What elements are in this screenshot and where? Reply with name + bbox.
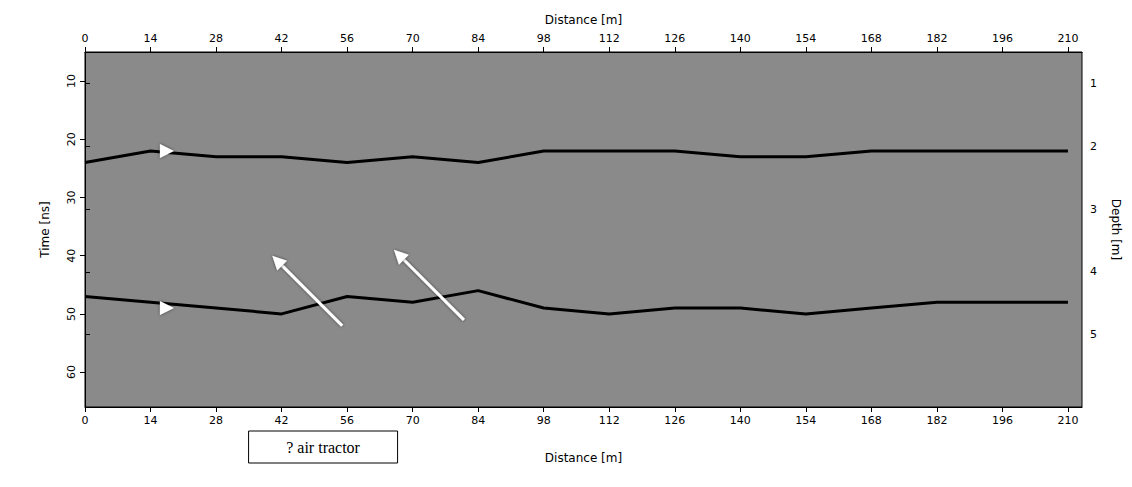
svg-text:140: 140 — [730, 32, 751, 45]
svg-text:140: 140 — [730, 414, 751, 427]
svg-text:Depth [m]: Depth [m] — [1109, 199, 1123, 260]
svg-text:126: 126 — [664, 32, 685, 45]
svg-text:84: 84 — [471, 32, 485, 45]
svg-text:60: 60 — [65, 365, 78, 379]
svg-text:168: 168 — [861, 32, 882, 45]
svg-text:168: 168 — [861, 414, 882, 427]
svg-text:196: 196 — [992, 414, 1013, 427]
svg-text:112: 112 — [599, 414, 620, 427]
svg-text:5: 5 — [1090, 328, 1097, 341]
svg-text:28: 28 — [209, 414, 223, 427]
svg-text:42: 42 — [275, 32, 289, 45]
svg-text:56: 56 — [340, 32, 354, 45]
svg-text:40: 40 — [65, 249, 78, 263]
svg-text:98: 98 — [537, 414, 551, 427]
svg-text:20: 20 — [65, 132, 78, 146]
svg-text:210: 210 — [1057, 32, 1078, 45]
svg-text:154: 154 — [795, 414, 816, 427]
svg-text:42: 42 — [275, 414, 289, 427]
svg-text:1: 1 — [1090, 77, 1097, 90]
svg-text:30: 30 — [65, 190, 78, 204]
svg-text:182: 182 — [926, 414, 947, 427]
svg-text:Distance [m]: Distance [m] — [545, 451, 622, 465]
svg-text:210: 210 — [1057, 414, 1078, 427]
svg-text:0: 0 — [82, 32, 89, 45]
svg-text:14: 14 — [144, 414, 158, 427]
svg-text:50: 50 — [65, 307, 78, 321]
svg-text:14: 14 — [144, 32, 158, 45]
svg-text:126: 126 — [664, 414, 685, 427]
svg-text:Time [ns]: Time [ns] — [38, 201, 52, 258]
svg-text:70: 70 — [406, 32, 420, 45]
svg-text:10: 10 — [65, 74, 78, 88]
svg-text:56: 56 — [340, 414, 354, 427]
svg-text:2: 2 — [1090, 140, 1097, 153]
svg-text:4: 4 — [1090, 265, 1097, 278]
svg-text:154: 154 — [795, 32, 816, 45]
svg-text:Distance [m]: Distance [m] — [545, 13, 622, 27]
svg-text:? air tractor: ? air tractor — [286, 439, 360, 456]
svg-text:84: 84 — [471, 414, 485, 427]
svg-text:112: 112 — [599, 32, 620, 45]
svg-text:182: 182 — [926, 32, 947, 45]
svg-text:196: 196 — [992, 32, 1013, 45]
svg-text:98: 98 — [537, 32, 551, 45]
svg-text:3: 3 — [1090, 203, 1097, 216]
svg-text:0: 0 — [82, 414, 89, 427]
svg-text:28: 28 — [209, 32, 223, 45]
svg-text:70: 70 — [406, 414, 420, 427]
